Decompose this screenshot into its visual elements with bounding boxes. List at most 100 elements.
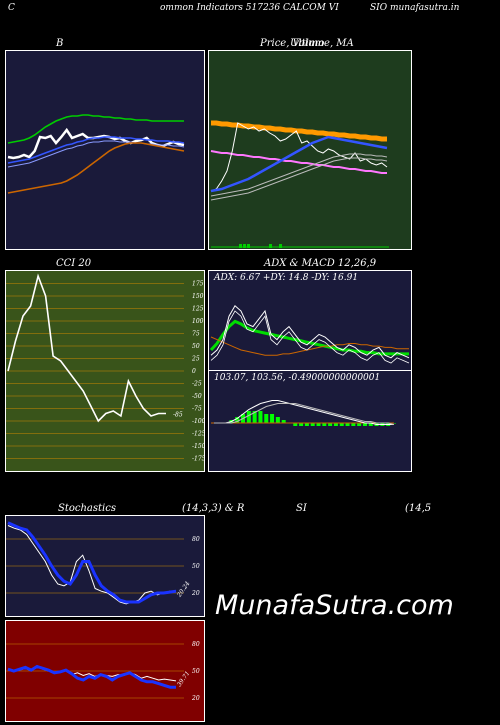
- macd-histogram-bar: [357, 423, 362, 426]
- header-title: ommon Indicators 517236 CALCOM VI: [160, 3, 339, 13]
- cci-panel: 175 150 125 100 75 50 25 0 -25 -50 -75 -100 -125 -150…: [5, 270, 206, 472]
- price-series-4-band: [210, 157, 388, 201]
- stoch-panel: 80 50 20 20.24: [5, 515, 205, 617]
- volume-bar: [279, 244, 282, 248]
- rsi-params: (14,5: [405, 503, 432, 514]
- macd-histogram-bar: [235, 417, 240, 423]
- cci-tick-label: 125: [192, 306, 204, 313]
- macd-histogram-bar: [362, 423, 367, 426]
- macd-label: 103.07, 103.56, -0.49000000000001: [214, 373, 381, 383]
- bollinger-series-1: [7, 136, 185, 164]
- price-series-4: [210, 153, 388, 197]
- macd-histogram-bar: [333, 423, 338, 426]
- macd-histogram-bar: [264, 414, 269, 423]
- cci-tick-label: -175: [192, 456, 204, 463]
- adx-title: ADX & MACD 12,26,9: [264, 258, 377, 269]
- cci-tick-label: 175: [192, 281, 204, 288]
- cci-tick-label: 25: [191, 356, 200, 363]
- macd-histogram-bar: [270, 414, 275, 423]
- adx-label: ADX: 6.67 +DY: 14.8 -DY: 16.91: [214, 273, 359, 283]
- price-series-1: [210, 150, 387, 174]
- rsi-last-label: 39.71: [176, 670, 192, 688]
- adx-panel: [208, 270, 412, 372]
- rsi-tick-label: 80: [192, 641, 200, 648]
- rsi-tick-label: 20: [191, 695, 200, 702]
- macd-series-0: [214, 400, 394, 425]
- volume-bar: [243, 244, 246, 248]
- cci-tick-label: -150: [192, 443, 204, 450]
- macd-histogram-bar: [310, 423, 315, 426]
- stochastics-series-1: [7, 521, 177, 604]
- cci-last-label: -85: [173, 412, 183, 419]
- price-series-2: [210, 122, 388, 192]
- header-left: C: [8, 3, 15, 13]
- header-site: SIO munafasutra.in: [370, 3, 460, 13]
- cci-line: [7, 273, 166, 423]
- price-series-3: [210, 135, 388, 193]
- macd-histogram-bar: [281, 420, 286, 423]
- price-chart: [210, 120, 389, 248]
- bollinger-panel: [5, 50, 205, 250]
- cci-tick-label: -125: [192, 431, 204, 438]
- macd-histogram-bar: [246, 411, 251, 423]
- rsi-tick-label: 50: [192, 668, 200, 675]
- adx-series-2-b: [210, 310, 410, 364]
- macd-histogram-bar: [304, 423, 309, 426]
- adx-chart: [209, 305, 410, 364]
- stochastics-tick-label: 80: [192, 536, 200, 543]
- cci-tick-label: 50: [192, 343, 200, 350]
- macd-histogram-bar: [322, 423, 327, 426]
- macd-histogram-bar: [328, 423, 333, 426]
- watermark: MunafaSutra.com: [215, 590, 454, 621]
- macd-histogram-bar: [368, 423, 373, 426]
- stochastics-series-0: [7, 525, 176, 605]
- cci-tick-label: -100: [192, 418, 204, 425]
- bollinger-chart: [7, 114, 185, 194]
- macd-panel: [208, 370, 412, 472]
- price-title: Price, Volume, MA: [260, 38, 354, 49]
- volume-bar: [269, 244, 272, 248]
- cci-title: CCI 20: [56, 258, 92, 269]
- bollinger-series-3: [7, 142, 185, 194]
- stochastics-tick-label: 50: [192, 563, 200, 570]
- macd-histogram-bar: [339, 423, 344, 426]
- volume-bar: [247, 244, 250, 248]
- cci-tick-label: 150: [192, 293, 204, 300]
- adx-series-2: [210, 305, 410, 359]
- stoch-params: (14,3,3) & R: [182, 503, 245, 514]
- cci-tick-label: 100: [192, 318, 204, 325]
- macd-histogram-bar: [258, 411, 263, 423]
- volume-bar: [239, 244, 242, 248]
- macd-histogram-bar: [252, 411, 257, 423]
- stochastics-last-label: 20.24: [175, 580, 191, 599]
- macd-histogram-bar: [275, 417, 280, 423]
- macd-histogram-bar: [299, 423, 304, 426]
- macd-histogram-bar: [351, 423, 356, 426]
- rsi-panel: 80 50 20 39.71: [5, 620, 205, 722]
- stochastics-tick-label: 20: [191, 590, 200, 597]
- macd-histogram-bar: [316, 423, 321, 426]
- cci-chart: 175 150 125 100 75 50 25 0 -25 -50 -75 -100 -125 -150…: [6, 273, 206, 463]
- bollinger-series-0: [7, 127, 185, 160]
- macd-histogram-bar: [293, 423, 298, 426]
- rsi-series-1: [7, 664, 176, 689]
- cci-tick-label: 0: [192, 368, 196, 375]
- cci-tick-label: 75: [192, 331, 200, 338]
- rsi-chart: 80 50 20 39.71: [6, 641, 200, 702]
- adx-series-1: [210, 336, 409, 356]
- cci-tick-label: -75: [192, 406, 202, 413]
- bollinger-series-2: [7, 114, 184, 144]
- rsi-title: SI: [296, 503, 307, 514]
- cci-tick-label: -50: [192, 393, 202, 400]
- bollinger-series-1-band: [7, 140, 185, 168]
- macd-chart: [211, 400, 396, 426]
- bollinger-title: B: [56, 38, 64, 49]
- macd-series-1: [214, 403, 395, 425]
- macd-histogram-bar: [345, 423, 350, 426]
- price-panel: [208, 50, 412, 250]
- price-overlay-title: Ultimo: [290, 38, 325, 49]
- stoch-title: Stochastics: [58, 503, 116, 514]
- cci-tick-label: -25: [192, 381, 202, 388]
- price-series-0: [211, 120, 387, 142]
